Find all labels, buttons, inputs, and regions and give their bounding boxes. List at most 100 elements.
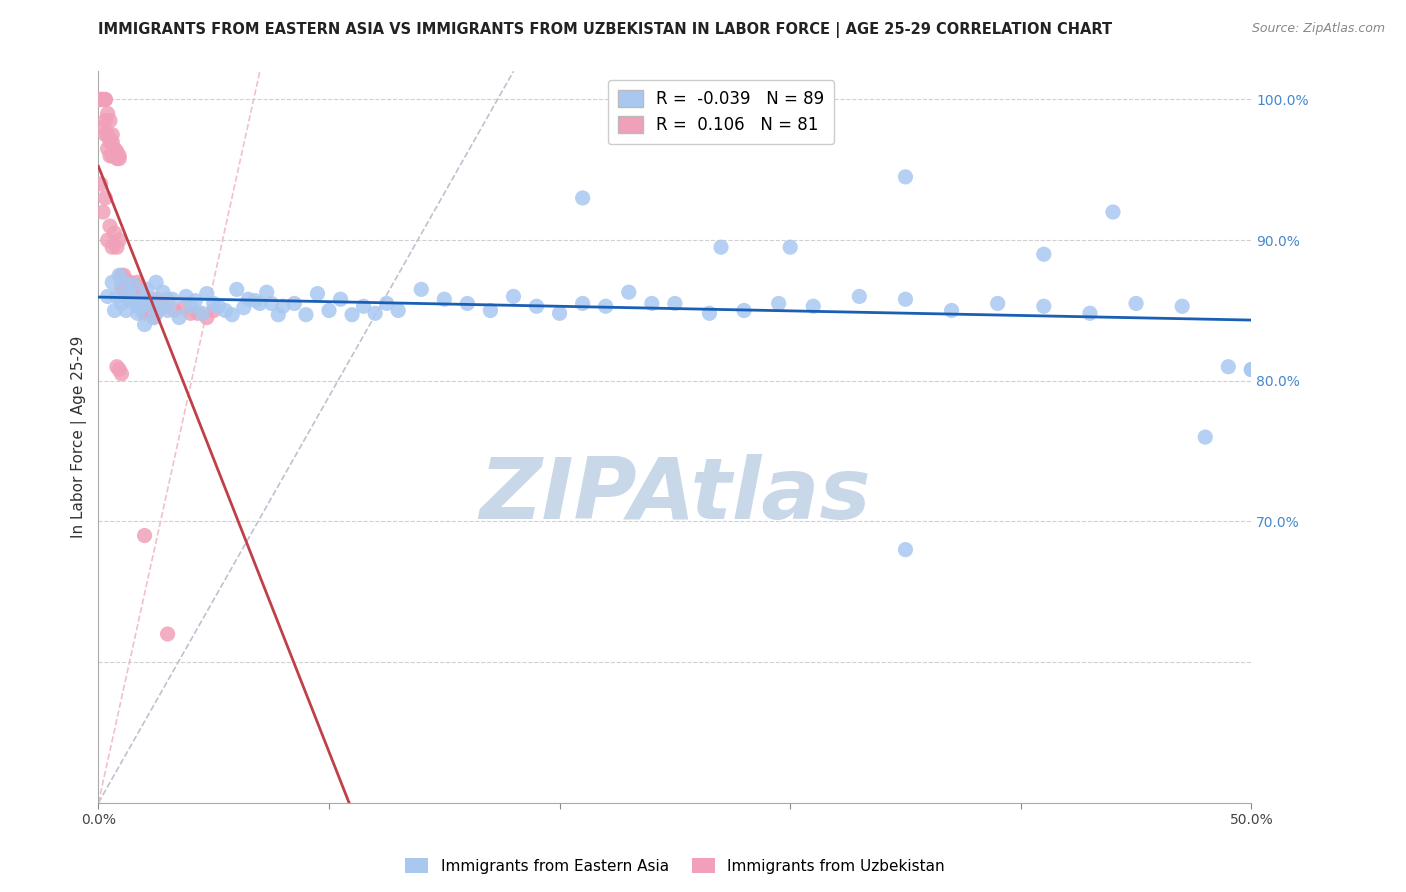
Point [94, 93, 117, 107]
Point [112, 276, 135, 290]
Point [105, 289, 128, 303]
Point [98, 135, 121, 149]
Point [433, 292, 456, 306]
Point [117, 286, 139, 301]
Point [1171, 299, 1194, 313]
Point [90, 177, 112, 191]
Point [238, 292, 260, 306]
Point [105, 359, 128, 374]
Text: ZIPAtlas: ZIPAtlas [479, 454, 870, 537]
Point [117, 292, 139, 306]
Point [456, 296, 478, 310]
Point [318, 303, 340, 318]
Point [108, 149, 131, 163]
Point [733, 303, 755, 318]
Point [110, 296, 132, 310]
Point [120, 276, 142, 290]
Point [98, 149, 121, 163]
Point [571, 191, 593, 205]
Point [124, 296, 146, 310]
Text: Source: ZipAtlas.com: Source: ZipAtlas.com [1251, 22, 1385, 36]
Point [641, 296, 664, 310]
Point [101, 240, 124, 254]
Point [180, 306, 202, 320]
Point [129, 286, 152, 301]
Point [1240, 362, 1263, 376]
Point [135, 301, 157, 315]
Point [207, 299, 229, 313]
Point [103, 142, 125, 156]
Point [1125, 296, 1147, 310]
Point [1218, 359, 1240, 374]
Point [127, 299, 149, 313]
Legend: Immigrants from Eastern Asia, Immigrants from Uzbekistan: Immigrants from Eastern Asia, Immigrants… [399, 852, 950, 880]
Point [202, 303, 225, 318]
Point [801, 299, 824, 313]
Point [145, 306, 167, 320]
Point [353, 299, 375, 313]
Point [112, 276, 135, 290]
Point [115, 303, 138, 318]
Point [94, 93, 117, 107]
Point [98, 219, 121, 233]
Point [710, 240, 733, 254]
Point [131, 303, 153, 318]
Point [941, 303, 963, 318]
Point [256, 285, 278, 300]
Point [225, 282, 247, 296]
Point [283, 296, 305, 310]
Point [163, 303, 186, 318]
Point [138, 306, 160, 320]
Point [124, 289, 146, 303]
Point [101, 276, 124, 290]
Point [245, 293, 267, 308]
Point [340, 308, 363, 322]
Point [120, 278, 142, 293]
Point [120, 292, 142, 306]
Point [129, 301, 152, 315]
Point [91, 120, 114, 135]
Point [124, 278, 146, 293]
Point [160, 292, 183, 306]
Point [91, 205, 114, 219]
Point [127, 306, 149, 320]
Point [122, 292, 145, 306]
Point [411, 282, 433, 296]
Point [260, 296, 283, 310]
Point [91, 93, 114, 107]
Point [571, 296, 593, 310]
Point [894, 169, 917, 184]
Point [138, 292, 160, 306]
Point [129, 296, 152, 310]
Point [110, 367, 132, 381]
Point [307, 286, 329, 301]
Point [156, 303, 179, 318]
Point [167, 310, 190, 325]
Point [135, 282, 157, 296]
Point [141, 299, 163, 313]
Point [101, 128, 124, 142]
Point [152, 285, 174, 300]
Point [195, 310, 218, 325]
Point [232, 301, 254, 315]
Point [108, 268, 131, 283]
Point [108, 362, 131, 376]
Point [134, 528, 156, 542]
Point [187, 306, 209, 320]
Point [202, 296, 225, 310]
Point [94, 128, 117, 142]
Point [526, 299, 548, 313]
Point [848, 289, 870, 303]
Point [103, 226, 125, 240]
Point [122, 292, 145, 306]
Point [1032, 247, 1054, 261]
Point [97, 106, 120, 120]
Point [91, 93, 114, 107]
Point [1078, 306, 1101, 320]
Point [90, 93, 112, 107]
Point [779, 240, 801, 254]
Point [894, 292, 917, 306]
Point [664, 296, 686, 310]
Point [90, 93, 112, 107]
Point [134, 318, 156, 332]
